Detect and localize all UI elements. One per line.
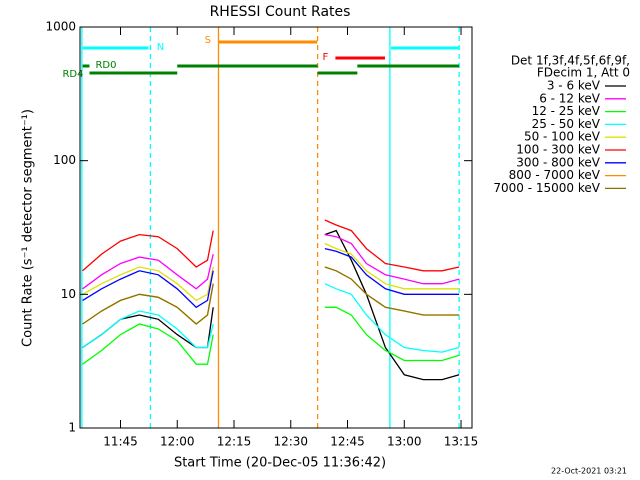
series-line	[82, 306, 460, 365]
series-line	[82, 242, 460, 302]
chart-title: RHESSI Count Rates	[210, 4, 351, 20]
legend-label: 800 - 7000 keV	[509, 168, 601, 182]
series-line	[82, 247, 460, 309]
flag-label: S	[205, 35, 211, 46]
legend-label: 7000 - 15000 keV	[493, 181, 600, 195]
y-tick-label: 10	[61, 287, 76, 301]
legend-header: Det 1f,3f,4f,5f,6f,9f,	[511, 54, 630, 68]
x-axis-label: Start Time (20-Dec-05 11:36:42)	[174, 456, 386, 471]
series-line	[82, 233, 460, 290]
legend-label: 3 - 6 keV	[547, 79, 601, 93]
legend-header: FDecim 1, Att 0	[537, 66, 630, 80]
axes-frame	[79, 26, 473, 429]
x-tick-label: 12:15	[217, 435, 252, 449]
y-tick-label: 1	[68, 421, 76, 435]
legend-label: 300 - 800 keV	[516, 155, 600, 169]
x-tick-label: 12:30	[273, 435, 308, 449]
legend-label: 6 - 12 keV	[539, 91, 601, 105]
x-tick-label: 13:00	[387, 435, 422, 449]
legend-label: 25 - 50 keV	[532, 117, 601, 131]
flag-label: RD4	[62, 69, 83, 80]
series-line	[82, 266, 460, 325]
footer: 22-Oct-2021 03:21	[551, 467, 627, 476]
x-tick-label: 12:00	[160, 435, 195, 449]
flag-label: F	[323, 52, 329, 63]
flag-label: RD0	[95, 60, 116, 71]
y-axis-label: Count Rate (s⁻¹ detector segment⁻¹)	[21, 109, 36, 347]
y-tick-label: 100	[53, 153, 76, 167]
series-line	[82, 283, 460, 353]
x-tick-label: 11:45	[103, 435, 138, 449]
legend-label: 12 - 25 keV	[532, 104, 601, 118]
flag-label: N	[157, 42, 164, 53]
legend-label: 100 - 300 keV	[516, 143, 600, 157]
y-tick-label: 1000	[45, 20, 76, 34]
legend-label: 50 - 100 keV	[524, 130, 601, 144]
series-line	[82, 219, 460, 272]
x-tick-label: 13:15	[444, 435, 479, 449]
x-tick-label: 12:45	[330, 435, 365, 449]
